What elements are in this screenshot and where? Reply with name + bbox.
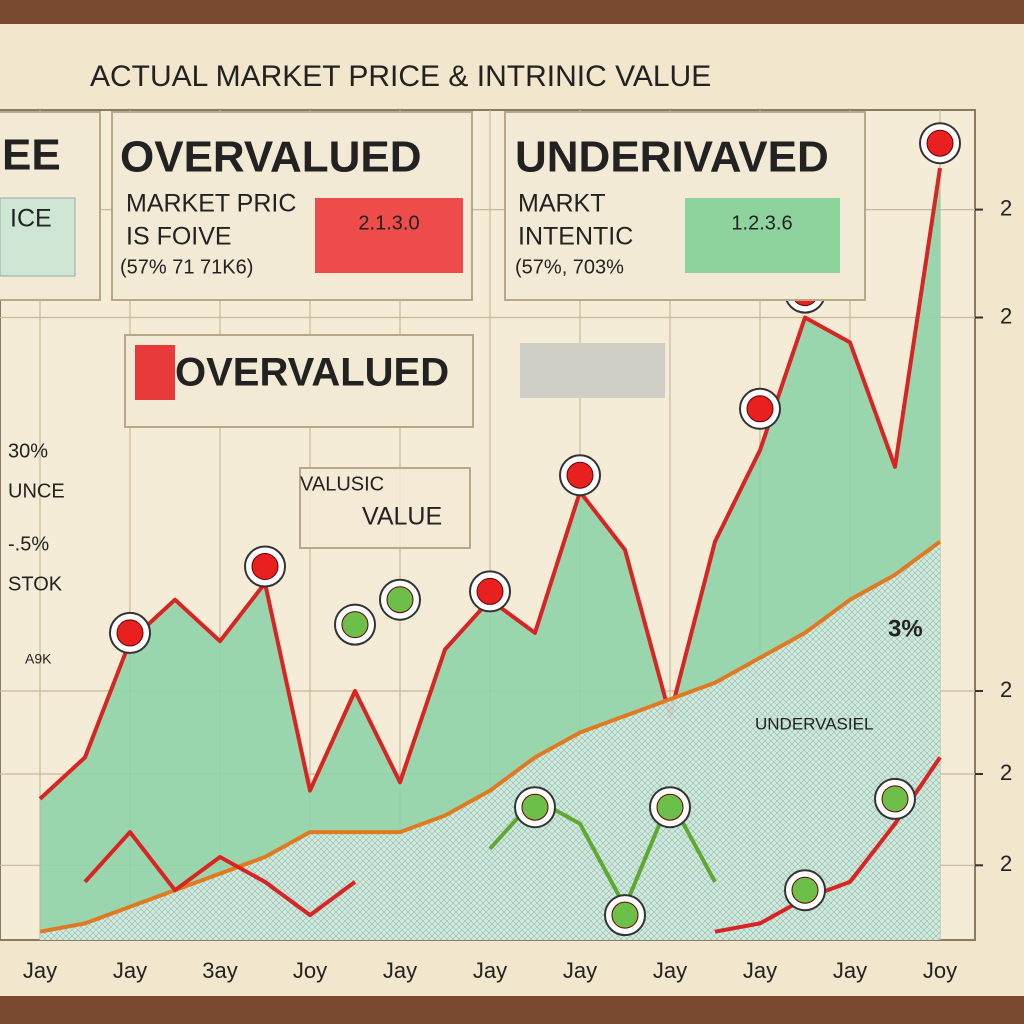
x-tick-label: Jay — [563, 958, 597, 983]
marker-dot — [611, 901, 639, 929]
note: 30% — [8, 440, 48, 462]
marker — [559, 454, 601, 497]
note: STOK — [8, 573, 63, 595]
panel-box — [0, 197, 76, 277]
panel-line: (57% 71 71K6) — [120, 256, 253, 278]
y-tick-label: 2 — [1000, 760, 1012, 785]
annotation: 3% — [888, 615, 923, 642]
x-tick-label: 3ay — [202, 958, 237, 983]
panel-title: OVERVALUED — [120, 133, 422, 182]
x-tick-label: Joy — [923, 958, 957, 983]
marker — [244, 545, 286, 588]
banner-text: OVERVALUED — [175, 351, 449, 395]
note: UNCE — [8, 480, 65, 502]
y-tick-label: 2 — [1000, 303, 1012, 328]
marker-dot — [521, 793, 549, 821]
marker-dot — [656, 793, 684, 821]
marker — [334, 603, 376, 646]
value-box-text: VALUSIC — [300, 473, 384, 495]
y-tick-label: 2 — [1000, 677, 1012, 702]
marker-dot — [881, 785, 909, 813]
marker-dot — [476, 577, 504, 605]
panel-title: UNDERIVAVED — [515, 133, 829, 182]
marker — [919, 122, 961, 165]
badge — [315, 198, 463, 273]
marker — [379, 578, 421, 621]
marker-dot — [386, 586, 414, 614]
panel-box-text: ICE — [10, 205, 52, 233]
marker-dot — [116, 619, 144, 647]
x-tick-label: Jay — [653, 958, 687, 983]
x-tick-label: Jay — [383, 958, 417, 983]
marker-dot — [251, 553, 279, 580]
marker-dot — [926, 129, 954, 157]
marker — [604, 894, 646, 937]
chart-title: ACTUAL MARKET PRICE & INTRINIC VALUE — [90, 60, 711, 93]
note: -.5% — [8, 533, 49, 555]
panel-line: MARKT — [518, 190, 606, 218]
area — [40, 541, 940, 940]
badge-text: 2.1.3.0 — [358, 212, 419, 234]
x-tick-label: Joy — [293, 958, 327, 983]
marker — [739, 387, 781, 430]
marker — [649, 786, 691, 829]
x-tick-label: Jay — [473, 958, 507, 983]
x-tick-label: Jay — [743, 958, 777, 983]
panel-line: (57%, 703% — [515, 256, 624, 278]
banner-swatch — [135, 345, 175, 400]
panel-line: MARKET PRIC — [126, 190, 296, 218]
badge — [685, 198, 840, 273]
marker — [469, 570, 511, 613]
value-box-text: VALUE — [362, 503, 442, 531]
marker — [874, 777, 916, 820]
panel-line: INTENTIC — [518, 223, 633, 251]
banner — [124, 334, 474, 428]
gray-box — [520, 343, 665, 398]
x-tick-label: Jay — [113, 958, 147, 983]
marker — [514, 786, 556, 829]
x-tick-label: Jay — [23, 958, 57, 983]
y-tick-label: 2 — [1000, 195, 1012, 220]
marker — [109, 611, 151, 654]
note: A9K — [25, 651, 52, 667]
y-tick-label: 2 — [1000, 851, 1012, 876]
annotation: UNDERVASIEL — [755, 714, 873, 733]
badge-text: 1.2.3.6 — [731, 212, 792, 234]
panel-line: IS FOIVE — [126, 223, 232, 251]
marker-dot — [566, 461, 594, 489]
value-box — [299, 467, 471, 549]
panels: EE ICE 30% UNCE -.5% STOK A9K OVERVALUED… — [0, 111, 923, 733]
line — [39, 539, 942, 934]
marker-dot — [791, 876, 819, 904]
marker-dot — [746, 395, 774, 423]
marker-dot — [341, 611, 369, 639]
panel-head: EE — [2, 131, 61, 180]
marker — [784, 869, 826, 912]
x-tick-label: Jay — [833, 958, 867, 983]
